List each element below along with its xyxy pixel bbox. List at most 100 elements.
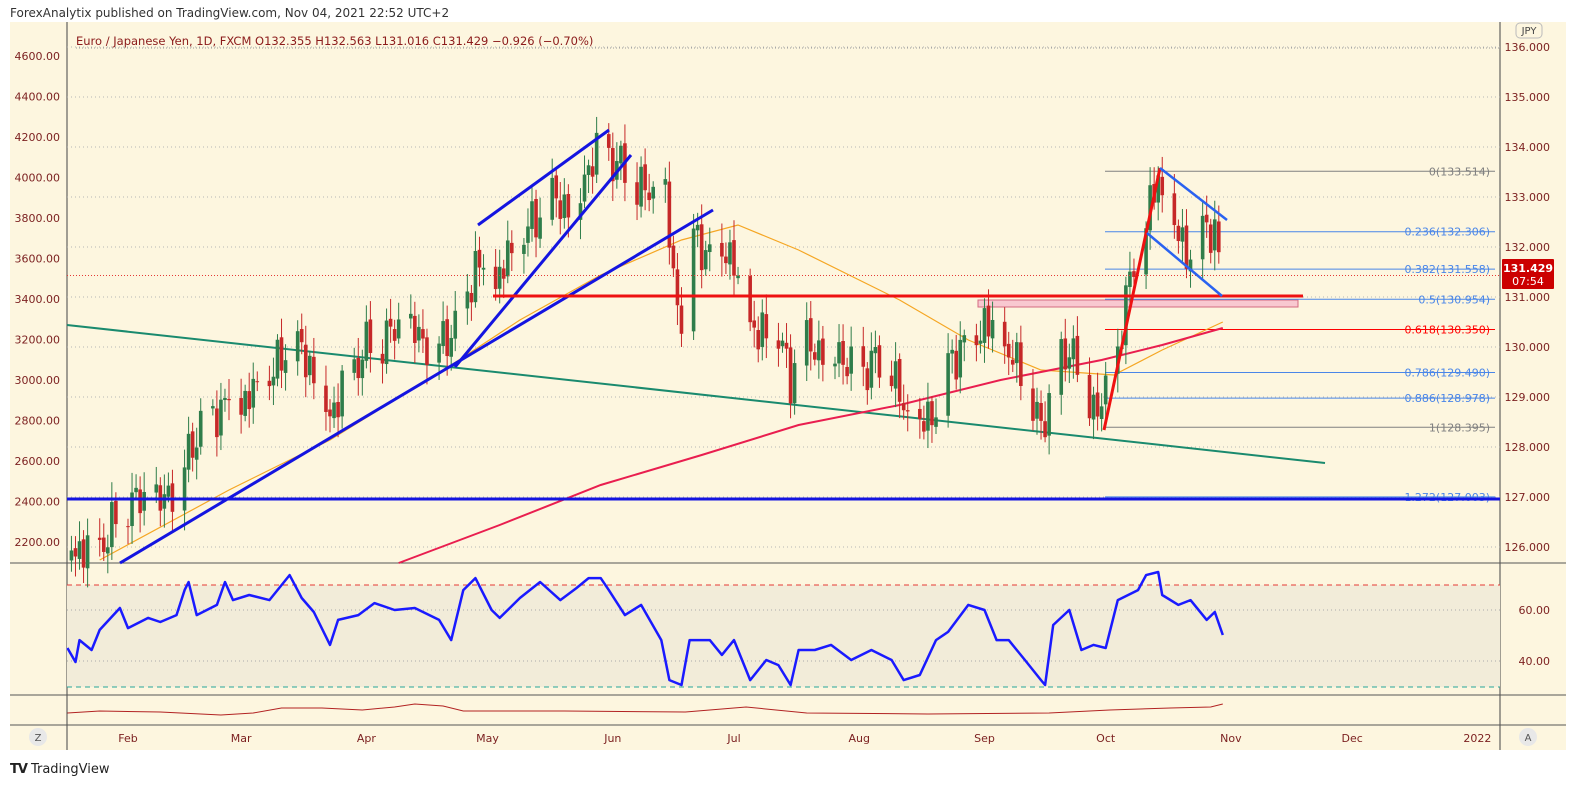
currency-label: JPY (1521, 26, 1538, 37)
candle-body (134, 487, 138, 493)
supply-zone-rectangle[interactable] (977, 299, 1299, 308)
candle-body (110, 502, 114, 548)
candle-body (1103, 375, 1108, 405)
blue-wedge-lower-line[interactable] (453, 154, 633, 368)
candle-body (1160, 176, 1165, 196)
rsi-axis-tick: 60.00 (1519, 604, 1551, 617)
bar-countdown: 07:54 (1512, 275, 1544, 288)
candle-body (538, 217, 542, 239)
candle-body (510, 242, 514, 254)
candle-body (453, 310, 458, 339)
fib-level-label: 0.5(130.954) (1418, 293, 1490, 306)
tradingview-brand: TradingView (30, 762, 110, 777)
candle-body (1002, 321, 1007, 347)
left-axis-tick: 4400.00 (15, 91, 61, 104)
rsi-indicator (66, 570, 1224, 687)
candle-body (271, 376, 276, 386)
candle-body (663, 179, 668, 185)
candle-body (182, 467, 187, 511)
candle-body (724, 256, 728, 264)
candle-body (833, 363, 837, 367)
time-axis-label: Dec (1341, 732, 1362, 745)
candle-body (340, 370, 344, 417)
candle-body (905, 410, 910, 412)
left-price-axis[interactable]: 4600.00 4400.00 4200.00 4000.00 3800.00 3600.… (15, 50, 61, 549)
candle-body (562, 194, 567, 219)
left-axis-tick: 4600.00 (15, 50, 61, 63)
currency-badge[interactable] (1515, 22, 1543, 39)
candle-body (986, 305, 991, 337)
candle-body (190, 431, 195, 458)
teal-trendline[interactable] (66, 324, 1326, 464)
candle-body (1039, 402, 1043, 421)
candle-body (198, 410, 203, 447)
candle-body (445, 319, 449, 357)
candle-body (243, 390, 247, 416)
candle-body (873, 346, 878, 354)
candle-body (283, 360, 288, 373)
candle-body (534, 199, 538, 238)
auto-scale-button[interactable] (1519, 728, 1537, 746)
time-axis-label: Jun (603, 732, 621, 745)
fibonacci-retracement[interactable]: 0(133.514) 0.236(132.306) 0.382(131.558) 0.… (1105, 165, 1495, 504)
candle-body (897, 358, 902, 402)
candle-body (255, 381, 260, 383)
candle-body (764, 314, 769, 339)
candle-body (643, 164, 647, 191)
candle-body (869, 350, 874, 388)
candle-body (954, 350, 958, 380)
blue-support-trendline[interactable] (119, 208, 714, 565)
left-axis-tick: 3200.00 (15, 334, 61, 347)
candle-body (930, 401, 934, 426)
candle-body (776, 340, 781, 349)
candle-body (667, 181, 672, 248)
left-axis-tick: 3800.00 (15, 212, 61, 225)
candle-body (635, 182, 639, 205)
candle-body (695, 224, 700, 231)
candle-body (1180, 227, 1185, 242)
candle-body (817, 340, 821, 361)
right-axis-tick: 130.000 (1505, 341, 1551, 354)
candle-body (360, 359, 365, 379)
tradingview-logo[interactable]: TV TradingView (10, 762, 109, 777)
candle-body (1019, 342, 1023, 387)
time-axis-label: Apr (357, 732, 377, 745)
symbol-legend: Euro / Japanese Yen, 1D, FXCM O132.355 H… (76, 34, 593, 48)
candle-body (901, 403, 906, 411)
flag-upper-line[interactable] (1159, 167, 1228, 221)
candle-body (267, 380, 272, 387)
candle-body (223, 397, 227, 401)
candle-body (501, 268, 506, 279)
time-axis[interactable]: Feb Mar Apr May Jun Jul Aug Sep Oct Nov Dec 2022 (118, 732, 1491, 745)
candle-body (425, 337, 429, 365)
fib-level-label: 0.382(131.558) (1404, 263, 1490, 276)
red-impulse-line[interactable] (1102, 167, 1162, 431)
candles (69, 116, 1221, 588)
candle-body (918, 408, 922, 420)
time-axis-label: May (476, 732, 499, 745)
blue-wedge-upper-line[interactable] (477, 128, 610, 227)
right-price-axis[interactable]: 136.000 135.000 134.000 133.000 132.000 131.0… (1505, 41, 1551, 668)
lower-indicator (67, 703, 1223, 716)
candle-body (526, 226, 530, 243)
zoom-button[interactable] (29, 728, 47, 746)
candle-body (865, 368, 870, 391)
candle-body (679, 305, 684, 334)
flag-lower-line[interactable] (1146, 232, 1223, 297)
candle-body (1010, 359, 1015, 365)
left-axis-tick: 2400.00 (15, 496, 61, 509)
candle-body (671, 245, 676, 269)
candle-body (619, 145, 623, 164)
drawings-top[interactable] (67, 128, 1500, 565)
candle-body (114, 500, 118, 525)
candle-body (101, 537, 106, 552)
sma-slow-line (398, 327, 1224, 564)
candle-body (73, 548, 78, 557)
candle-body (85, 535, 90, 569)
candle-body (388, 318, 393, 327)
candle-body (396, 319, 401, 339)
candle-body (1132, 271, 1136, 277)
candle-body (732, 240, 736, 276)
candle-body (303, 344, 308, 378)
